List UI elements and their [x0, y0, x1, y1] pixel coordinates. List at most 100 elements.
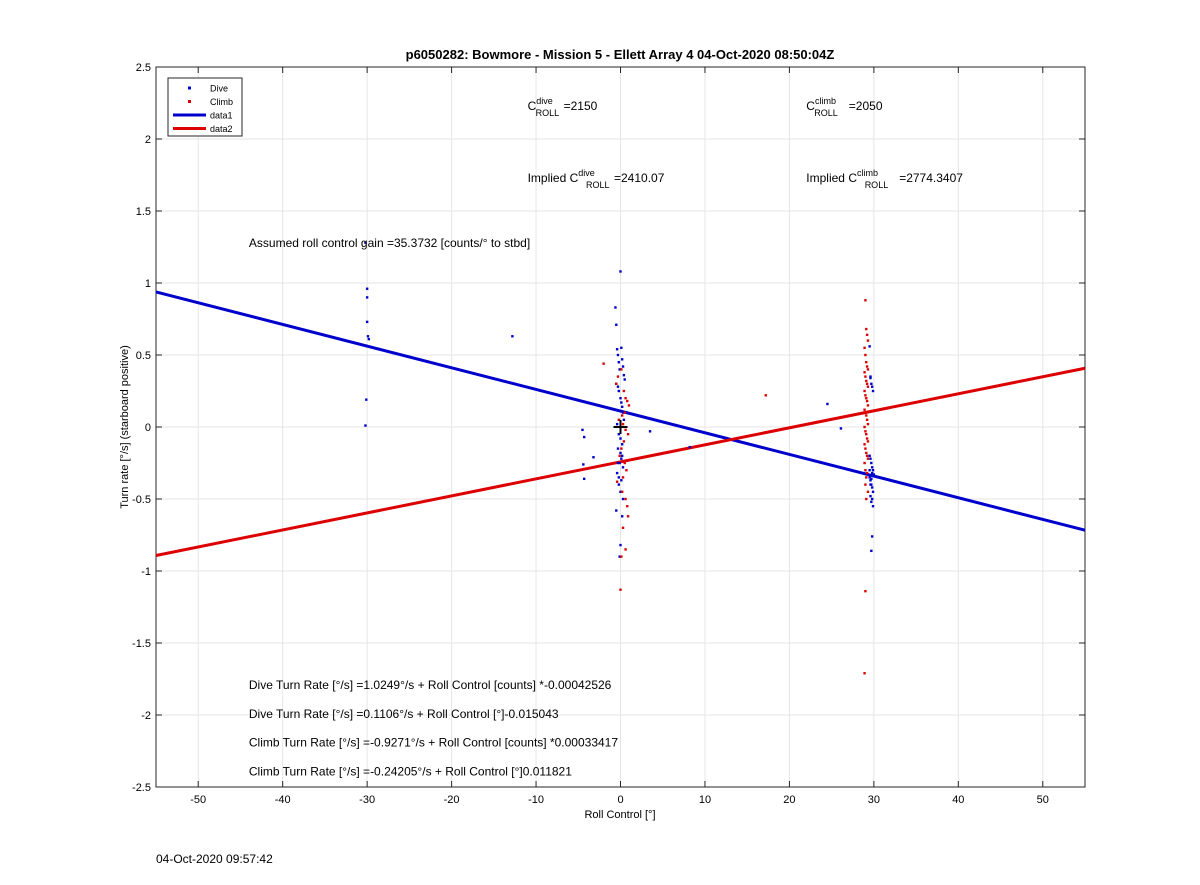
dive-point [619, 543, 622, 547]
dive-point [582, 435, 586, 439]
climb-point [623, 411, 626, 414]
dive-point [620, 358, 624, 361]
dive-point [618, 368, 621, 371]
dive-point [617, 476, 621, 479]
climb-point [866, 404, 870, 407]
climb-point [865, 476, 868, 479]
climb-point [626, 515, 630, 518]
climb-point [602, 362, 605, 365]
dive-point [615, 422, 619, 426]
dive-point [619, 437, 622, 440]
climb-point [865, 382, 869, 385]
dive-point [365, 320, 369, 324]
annotation-sub: ROLL [536, 108, 560, 118]
dive-point [869, 375, 872, 378]
y-tick-label: -1 [141, 566, 151, 578]
y-tick-label: -1.5 [132, 638, 151, 650]
annotation-sub: ROLL [865, 180, 889, 190]
dive-point [870, 385, 874, 388]
climb-point [865, 365, 869, 368]
y-tick-label: 0.5 [136, 350, 151, 362]
climb-point [622, 440, 626, 443]
climb-point [863, 408, 866, 411]
annotation-c-climb: Cclimb ROLL =2050 [806, 96, 883, 118]
climb-point [865, 327, 868, 331]
climb-point [863, 389, 866, 393]
climb-point [620, 555, 623, 558]
dive-point [870, 471, 874, 475]
dive-point [619, 397, 622, 400]
climb-point [863, 443, 866, 446]
climb-point [622, 389, 626, 393]
dive-point [870, 486, 874, 489]
climb-point [864, 375, 867, 378]
dive-point [870, 461, 873, 465]
annotation-eq-climb-deg: Climb Turn Rate [°/s] =-0.24205°/s + Rol… [249, 764, 572, 778]
climb-point [866, 440, 870, 443]
climb-point [620, 490, 624, 493]
dive-point [614, 306, 617, 309]
dive-point [620, 457, 623, 460]
climb-point [865, 471, 869, 475]
dive-point [871, 490, 875, 493]
climb-point [626, 433, 630, 436]
dive-point [582, 477, 586, 481]
data-points [364, 241, 876, 675]
dive-point [871, 469, 875, 472]
climb-point [624, 548, 627, 551]
annotation-value: =2774.3407 [899, 171, 963, 185]
dive-point [615, 471, 619, 475]
climb-point [620, 368, 623, 371]
dive-point [365, 296, 369, 299]
data1-trend-line [155, 290, 1086, 532]
climb-point [616, 375, 620, 378]
annotation-value: =2150 [564, 99, 598, 113]
climb-point [865, 399, 869, 403]
y-tick-label: -0.5 [132, 494, 151, 506]
dive-point [364, 241, 367, 244]
center-marker [613, 420, 628, 434]
dive-point [620, 454, 624, 457]
climb-point [619, 588, 622, 591]
legend-label-dive: Dive [210, 84, 228, 94]
climb-point [617, 418, 621, 421]
annotation-c-dive: Cdive ROLL =2150 [528, 96, 598, 118]
dive-point [622, 418, 626, 421]
dive-point [621, 411, 625, 414]
dive-point [870, 382, 873, 385]
annotation-prefix: Implied [806, 171, 848, 185]
climb-point [865, 379, 868, 383]
climb-point [865, 433, 868, 436]
climb-point [620, 414, 624, 417]
x-tick-label: 30 [868, 794, 880, 806]
climb-point [863, 461, 866, 465]
annotation-sup: climb [857, 168, 878, 178]
chart-title: p6050282: Bowmore - Mission 5 - Ellett A… [406, 47, 835, 62]
dive-point [869, 457, 872, 460]
legend-box [167, 77, 243, 137]
climb-point [621, 526, 625, 529]
dive-point [871, 505, 875, 508]
dive-point [616, 461, 620, 465]
dive-point [364, 424, 367, 427]
climb-point [866, 490, 870, 493]
y-axis-label: Turn rate [°/s] (starboard positive) [119, 345, 131, 509]
climb-point [624, 397, 627, 400]
climb-point [865, 397, 868, 400]
timestamp: 04-Oct-2020 09:57:42 [156, 852, 273, 866]
annotation-gain: Assumed roll control gain =35.3732 [coun… [249, 236, 530, 250]
y-tick-label: 0 [145, 422, 151, 434]
climb-point [626, 505, 629, 508]
dive-point [619, 451, 622, 455]
annotation-implied-dive: Implied Cdive ROLL =2410.07 [528, 168, 665, 190]
dive-point [617, 389, 621, 393]
climb-point [865, 437, 869, 440]
y-tick-label: -2.5 [132, 782, 151, 794]
climb-point [864, 394, 867, 397]
x-tick-label: -10 [528, 794, 544, 806]
annotation-implied-climb: Implied Cclimb ROLL =2774.3407 [806, 168, 963, 190]
dive-point [617, 483, 621, 486]
legend-marker-climb [188, 100, 191, 103]
climb-point [621, 422, 625, 426]
climb-point [865, 497, 868, 501]
